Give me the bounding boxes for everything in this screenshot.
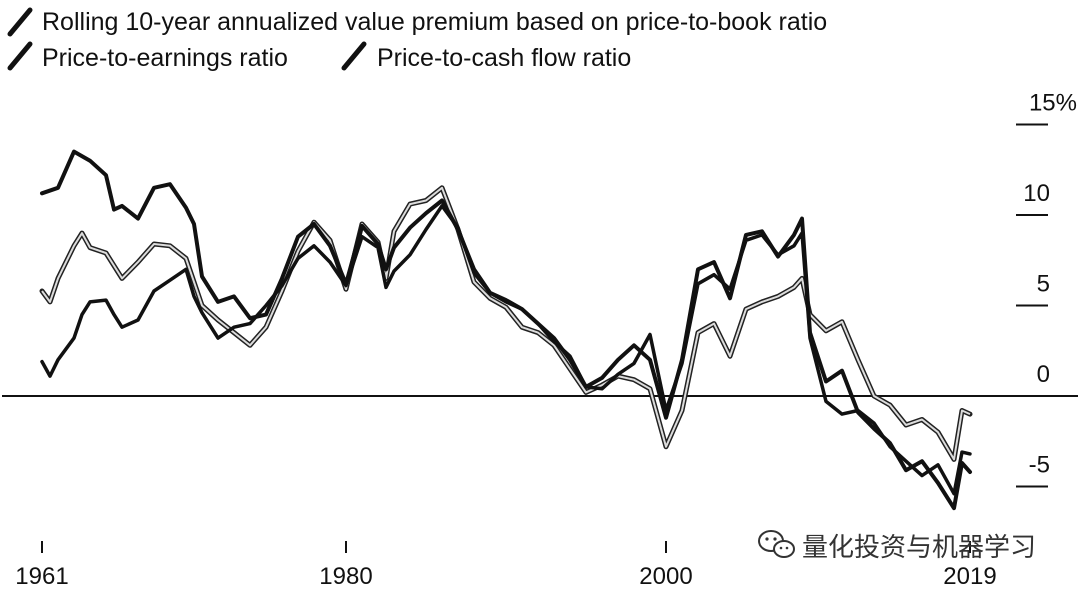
legend-swatch-price-to-earnings: [7, 41, 33, 71]
wechat-icon: [758, 530, 795, 558]
legend-swatch-price-to-book: [7, 7, 33, 37]
series-line-price-to-cash-flow: [41, 186, 971, 461]
series-line-price-to-earnings: [40, 149, 972, 511]
series-line-price-to-book: [40, 204, 972, 496]
y-axis: 15% 10 5 0 -5: [1016, 90, 1077, 488]
legend-label-price-to-earnings: Price-to-earnings ratio: [42, 44, 288, 72]
legend-label-price-to-book: Rolling 10-year annualized value premium…: [42, 8, 827, 36]
series-line-price-to-cash-flow-outline: [39, 185, 973, 462]
y-tick-label: 5: [1037, 271, 1050, 298]
legend-label-price-to-cash-flow: Price-to-cash flow ratio: [377, 44, 631, 72]
x-axis: 1961 1980 2000 2019: [15, 541, 997, 590]
x-tick-label: 2000: [639, 563, 692, 590]
legend: Rolling 10-year annualized value premium…: [7, 7, 827, 72]
x-tick-label: 1961: [15, 563, 68, 590]
legend-swatch-price-to-cash-flow: [341, 41, 367, 71]
series-lines: [39, 149, 973, 511]
x-tick-label: 2019: [943, 563, 996, 590]
watermark-text: 量化投资与机器学习: [802, 533, 1036, 563]
y-tick-label: 10: [1023, 180, 1050, 207]
y-tick-label: 15%: [1029, 90, 1077, 117]
watermark: 量化投资与机器学习: [758, 530, 1036, 563]
x-tick-label: 1980: [319, 563, 372, 590]
y-tick-label: 0: [1037, 361, 1050, 388]
y-tick-label: -5: [1029, 452, 1050, 479]
